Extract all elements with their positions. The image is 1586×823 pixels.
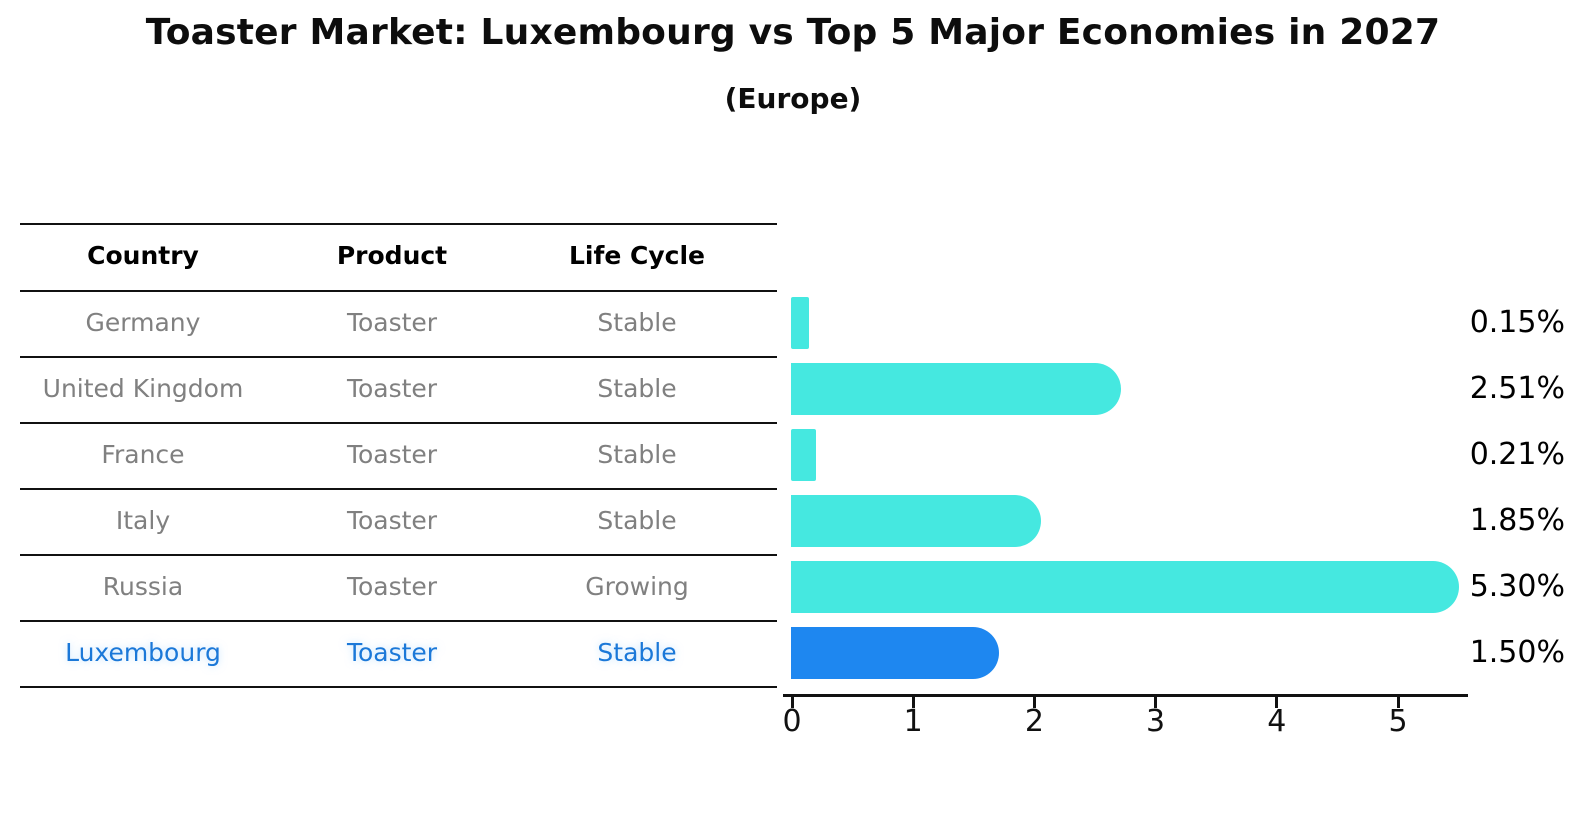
lifecycle-cell: Growing [585,572,689,601]
x-tick-mark [1154,697,1158,708]
bar-value-label: 0.15% [1469,305,1565,340]
lifecycle-cell: Stable [597,638,677,667]
x-tick-label: 5 [1388,704,1408,739]
x-tick-label: 3 [1146,704,1166,739]
bar-value-label: 5.30% [1469,569,1565,604]
country-cell: Germany [85,308,201,337]
bar-united-kingdom [791,363,1121,415]
lifecycle-cell: Stable [597,506,677,535]
country-cell: Russia [102,572,184,601]
bar-italy [791,495,1041,547]
table-rule [20,620,777,622]
country-cell: Italy [115,506,171,535]
table-header-country: Country [87,241,199,270]
x-tick-mark [1396,697,1400,708]
country-cell: Luxembourg [65,638,221,667]
country-cell: United Kingdom [42,374,244,403]
product-cell: Toaster [346,440,438,469]
bar-france [791,429,816,481]
country-cell: France [101,440,185,469]
table-header-lifecycle: Life Cycle [568,241,706,270]
bar-germany [791,297,809,349]
bar-luxembourg [791,627,999,679]
product-cell: Toaster [346,506,438,535]
table-rule [20,223,777,225]
table-rule [20,554,777,556]
product-cell: Toaster [346,572,438,601]
x-tick-mark [1032,697,1036,708]
table-rule [20,686,777,688]
product-cell: Toaster [346,638,438,667]
bar-russia [791,561,1459,613]
bar-value-label: 0.21% [1469,437,1565,472]
x-tick-mark [790,697,794,708]
x-tick-mark [1275,697,1279,708]
lifecycle-cell: Stable [597,440,677,469]
bar-value-label: 2.51% [1469,371,1565,406]
table-rule [20,356,777,358]
x-tick-label: 2 [1024,704,1044,739]
x-tick-mark [911,697,915,708]
table-rule [20,422,777,424]
chart-title: Toaster Market: Luxembourg vs Top 5 Majo… [145,12,1441,53]
x-tick-label: 1 [903,704,923,739]
product-cell: Toaster [346,374,438,403]
table-rule [20,290,777,292]
x-tick-label: 0 [782,704,802,739]
product-cell: Toaster [346,308,438,337]
lifecycle-cell: Stable [597,374,677,403]
table-header-product: Product [336,241,448,270]
lifecycle-cell: Stable [597,308,677,337]
bar-value-label: 1.85% [1469,503,1565,538]
x-tick-label: 4 [1267,704,1287,739]
chart-subtitle: (Europe) [724,82,862,115]
table-rule [20,488,777,490]
bar-value-label: 1.50% [1469,635,1565,670]
x-axis-line [783,694,1468,697]
